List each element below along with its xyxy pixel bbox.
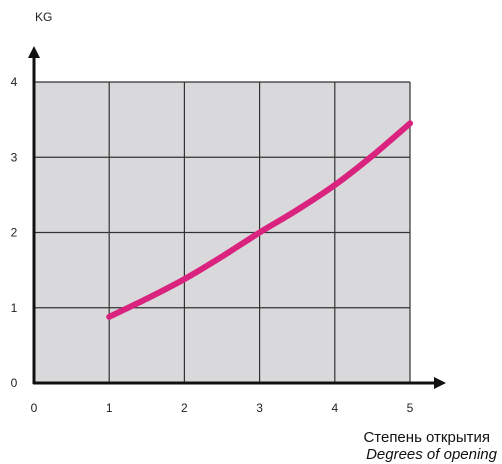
x-axis-label: Степень открытия bbox=[363, 429, 490, 446]
y-tick-label: 2 bbox=[11, 226, 18, 240]
y-tick-labels: 0 1 2 3 4 bbox=[11, 75, 18, 390]
series-line bbox=[106, 120, 413, 320]
x-tick-labels: 0 1 2 3 4 5 bbox=[31, 401, 414, 415]
x-axis-label-secondary: Degrees of opening bbox=[366, 446, 498, 463]
x-tick-label: 4 bbox=[331, 401, 338, 415]
x-tick-label: 2 bbox=[181, 401, 188, 415]
y-tick-label: 4 bbox=[11, 75, 18, 89]
x-tick-label: 3 bbox=[256, 401, 263, 415]
y-tick-label: 1 bbox=[11, 301, 18, 315]
y-tick-label: 0 bbox=[11, 376, 18, 390]
y-axis-unit: KG bbox=[35, 10, 52, 24]
x-tick-label: 0 bbox=[31, 401, 38, 415]
x-tick-label: 5 bbox=[407, 401, 414, 415]
x-tick-label: 1 bbox=[106, 401, 113, 415]
y-tick-label: 3 bbox=[11, 150, 18, 164]
